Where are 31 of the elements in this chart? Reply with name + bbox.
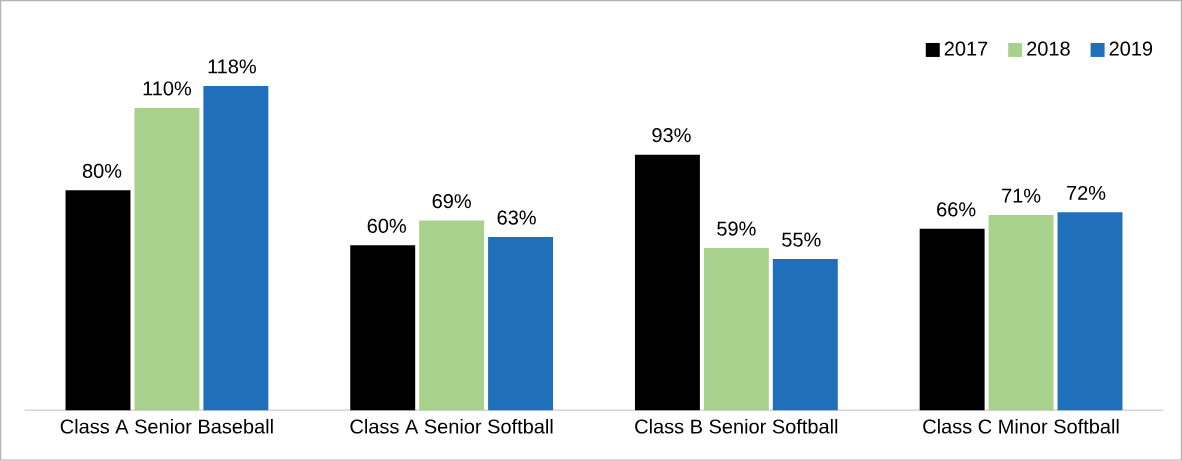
data-label: 66% bbox=[937, 202, 976, 217]
data-label: 72% bbox=[1067, 186, 1106, 201]
x-tick-label: Class B Senior Softball bbox=[635, 419, 838, 434]
data-label: 71% bbox=[1002, 188, 1041, 203]
data-label: 118% bbox=[208, 59, 256, 74]
bar bbox=[419, 220, 485, 411]
legend-label: 2019 bbox=[1109, 41, 1153, 56]
legend-label: 2018 bbox=[1027, 41, 1070, 56]
bar bbox=[772, 259, 838, 411]
bar bbox=[1057, 212, 1123, 411]
legend-label: 2017 bbox=[944, 41, 988, 56]
data-label: 80% bbox=[82, 163, 122, 179]
bar bbox=[634, 154, 700, 411]
bar bbox=[988, 215, 1054, 411]
data-label: 59% bbox=[717, 221, 756, 236]
data-label: 69% bbox=[432, 194, 471, 209]
x-tick-label: Class C Minor Softball bbox=[923, 419, 1119, 434]
bar bbox=[350, 245, 416, 411]
bar bbox=[488, 237, 554, 411]
data-label: 55% bbox=[782, 232, 821, 247]
x-tick-label: Class A Senior Softball bbox=[350, 419, 553, 434]
bar bbox=[134, 108, 200, 411]
bar bbox=[703, 248, 769, 411]
data-label: 63% bbox=[497, 210, 536, 225]
bar bbox=[65, 190, 131, 411]
x-tick-label: Class A Senior Baseball bbox=[60, 419, 273, 434]
data-label: 60% bbox=[367, 218, 407, 234]
data-label: 110% bbox=[143, 81, 192, 96]
data-label: 93% bbox=[652, 128, 691, 143]
bar bbox=[203, 86, 269, 411]
bar bbox=[919, 228, 985, 411]
